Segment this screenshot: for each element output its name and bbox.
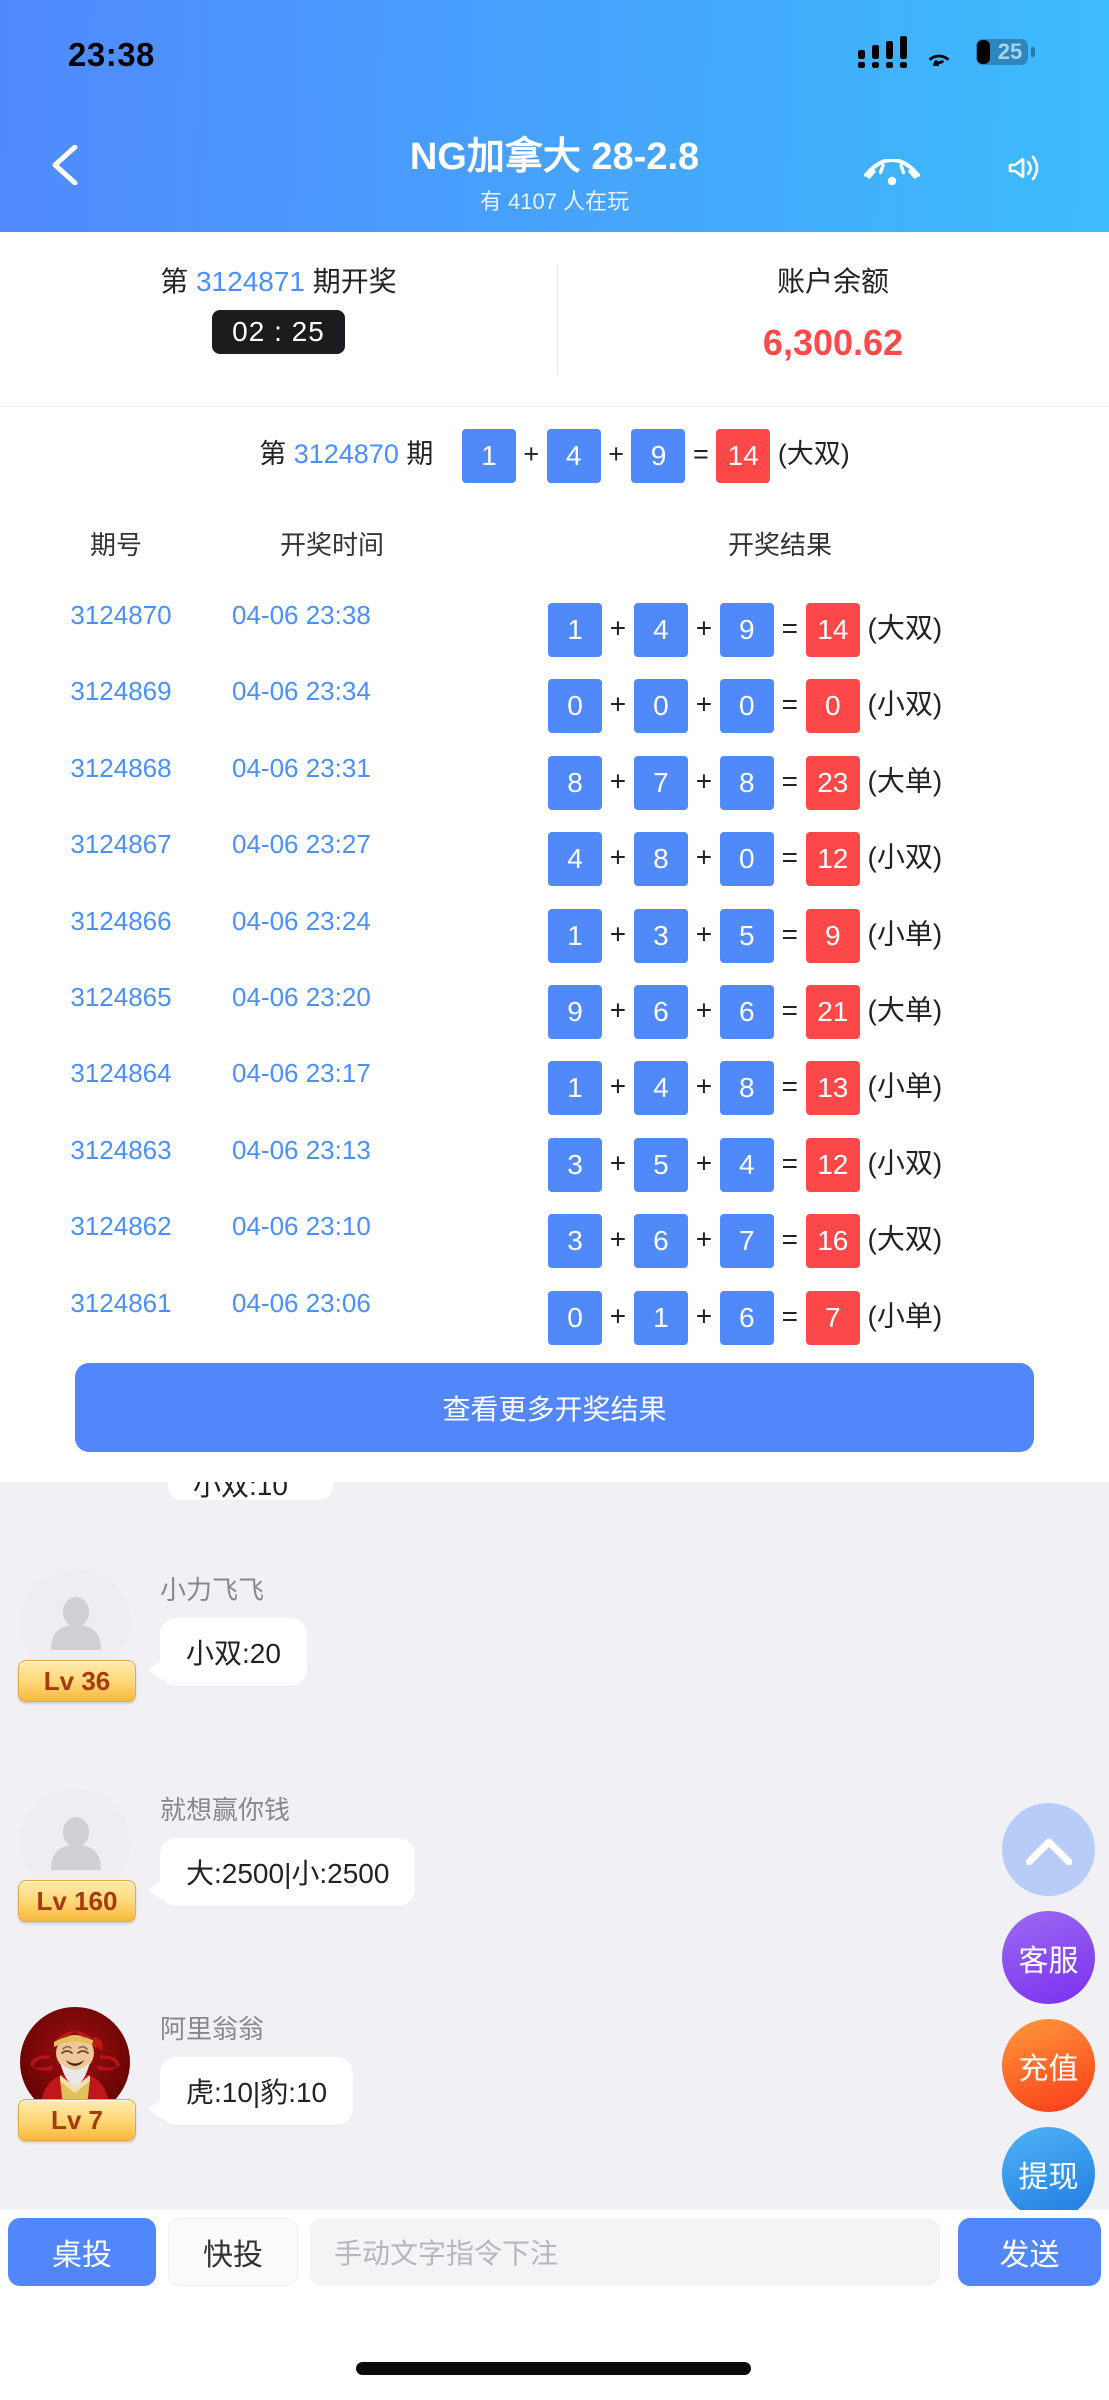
svg-text:25: 25 (998, 39, 1022, 64)
